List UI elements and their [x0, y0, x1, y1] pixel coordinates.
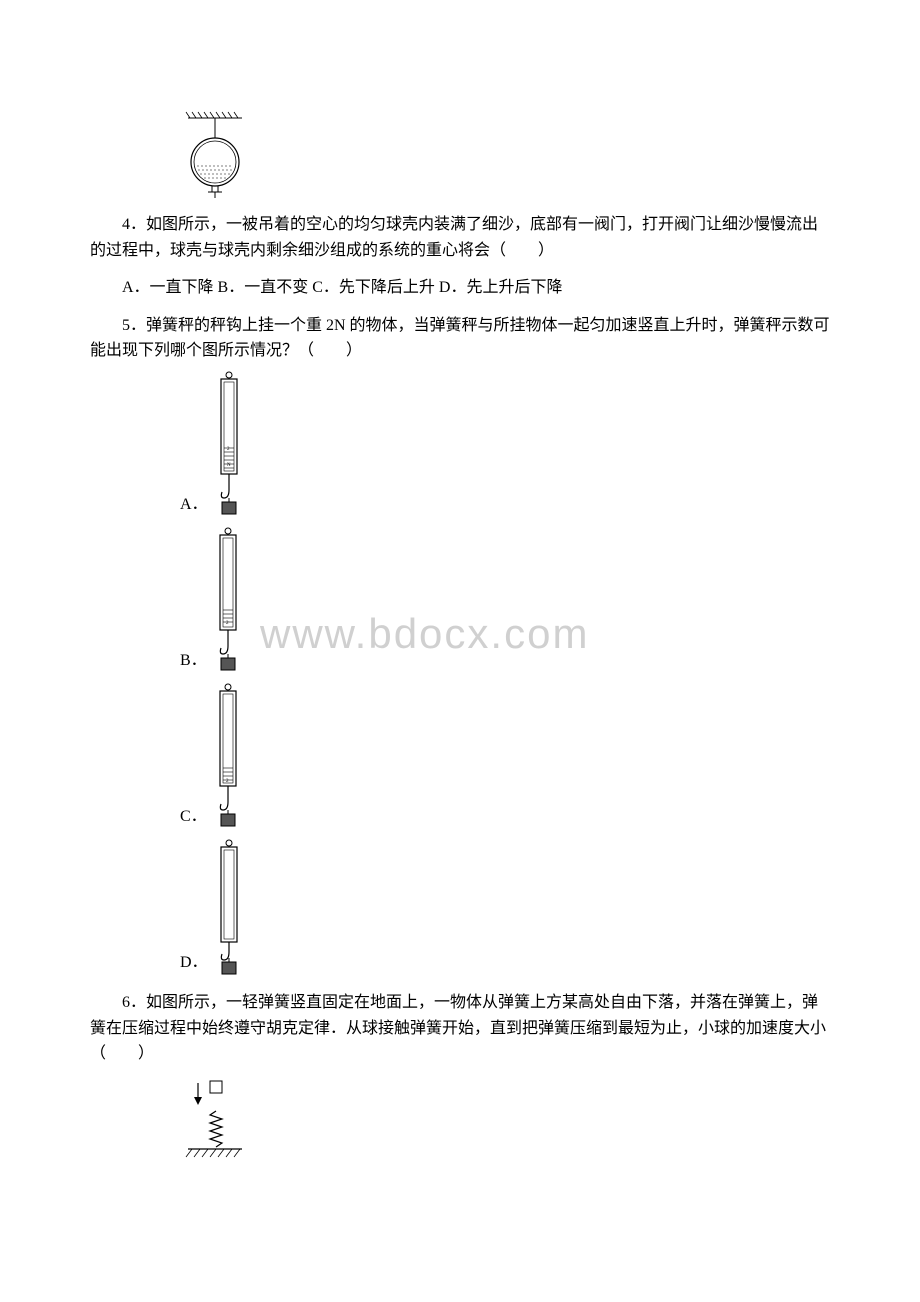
q4-figure [180, 110, 830, 200]
q5-label-c: C． [180, 804, 207, 832]
page-content: 4．如图所示，一被吊着的空心的均匀球壳内装满了细沙，底部有一阀门，打开阀门让细沙… [90, 110, 830, 1167]
q5-option-c: C． 2 [180, 682, 830, 832]
spring-scale-b-icon: 2 [213, 526, 243, 676]
spring-scale-c-icon: 2 [213, 682, 243, 832]
q5-label-a: A． [180, 492, 208, 520]
q5-label-b: B． [180, 648, 207, 676]
q6-text: 6．如图所示，一轻弹簧竖直固定在地面上，一物体从弹簧上方某高处自由下落，并落在弹… [90, 990, 830, 1067]
q5-option-b: B． 2 [180, 526, 830, 676]
spring-scale-d-icon [214, 838, 244, 978]
q5-option-a: A． 2 N [180, 370, 830, 520]
q5-option-d: D． [180, 838, 830, 978]
svg-text:N: N [227, 463, 231, 468]
q5-label-d: D． [180, 950, 208, 978]
q4-options: A．一直下降 B．一直不变 C．先下降后上升 D．先上升后下降 [90, 275, 830, 301]
q6-figure [180, 1077, 830, 1167]
spring-scale-a-icon: 2 N [214, 370, 244, 520]
q4-text: 4．如图所示，一被吊着的空心的均匀球壳内装满了细沙，底部有一阀门，打开阀门让细沙… [90, 212, 830, 263]
q5-text: 5．弹簧秤的秤钩上挂一个重 2N 的物体，当弹簧秤与所挂物体一起匀加速竖直上升时… [90, 313, 830, 364]
